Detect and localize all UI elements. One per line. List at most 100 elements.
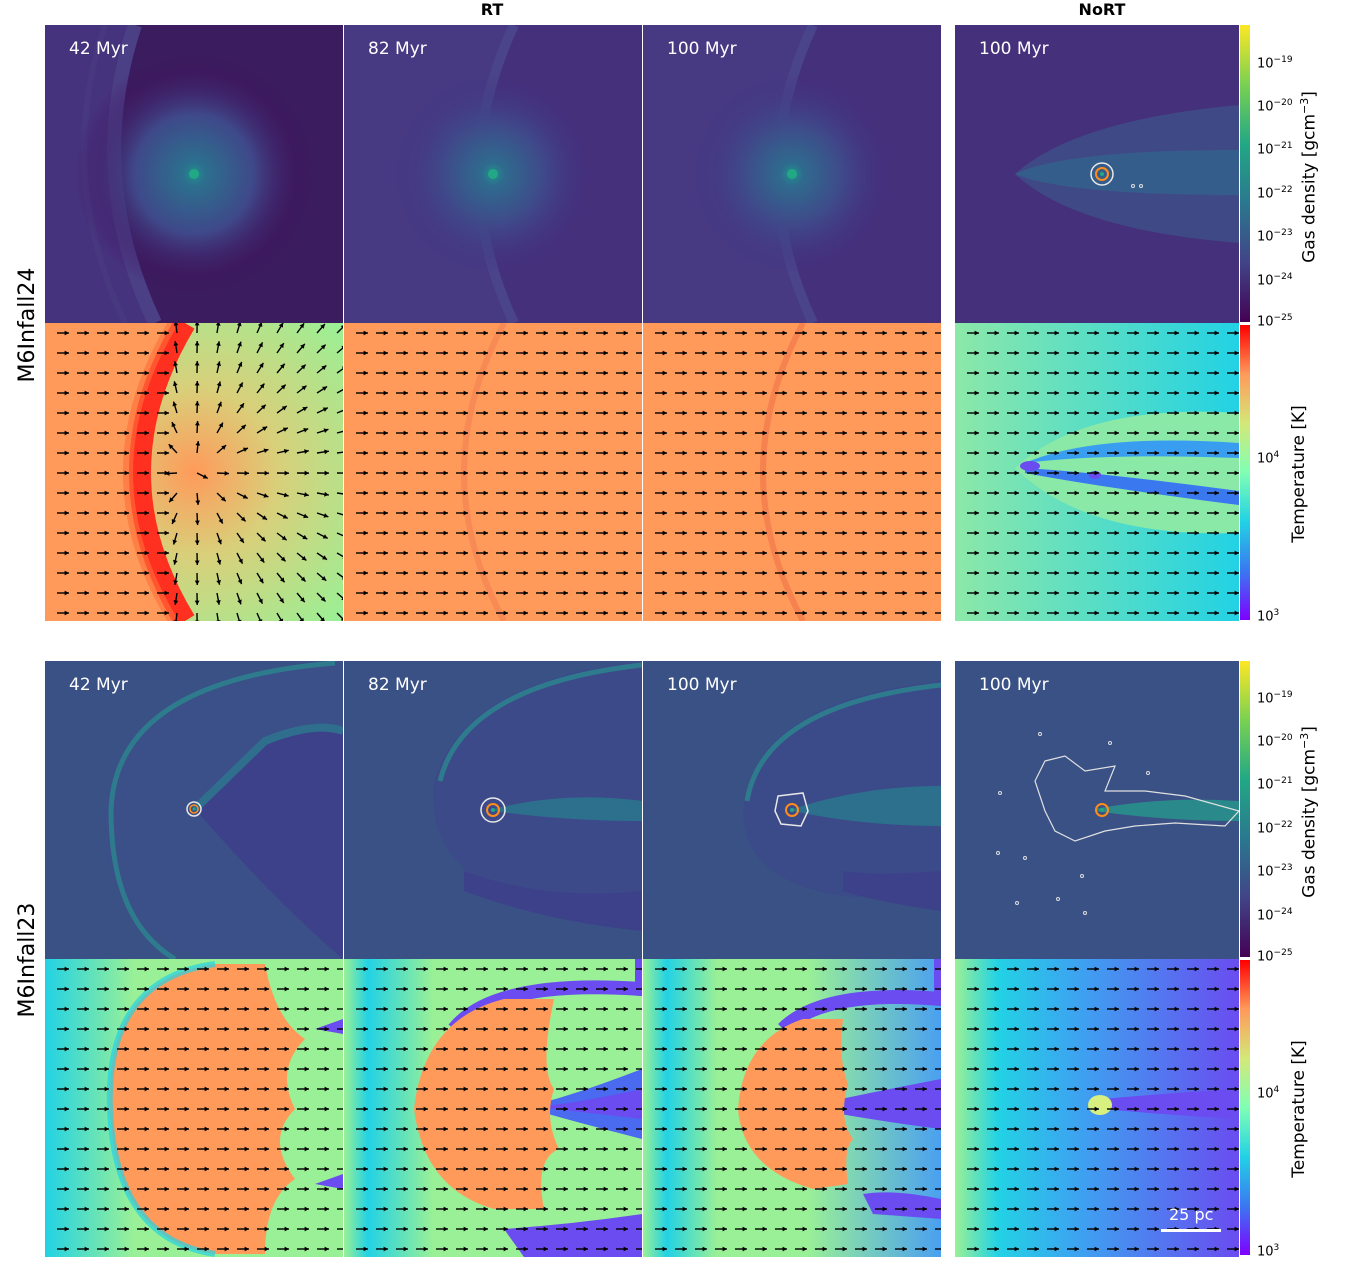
velocity-arrow-head	[722, 1226, 727, 1232]
velocity-arrow-head	[124, 966, 129, 972]
velocity-arrow-head	[682, 1186, 687, 1192]
velocity-arrow-head	[523, 1146, 528, 1152]
velocity-arrow-head	[423, 610, 428, 616]
velocity-arrow-head	[583, 450, 588, 456]
velocity-arrow-head	[503, 370, 508, 376]
time-label: 100 Myr	[667, 675, 737, 695]
velocity-arrow-head	[324, 966, 329, 972]
velocity-arrow-head	[204, 1226, 209, 1232]
velocity-arrow-head	[603, 986, 608, 992]
velocity-arrow-head	[341, 366, 343, 369]
velocity-arrow-head	[782, 1026, 787, 1032]
velocity-arrow-head	[623, 570, 628, 576]
velocity-arrow-head	[1234, 470, 1239, 476]
velocity-arrow-head	[662, 410, 667, 416]
velocity-arrow-head	[1114, 1126, 1119, 1132]
velocity-arrow-head	[1034, 530, 1039, 536]
velocity-arrow-head	[1114, 1066, 1119, 1072]
velocity-arrow-head	[1174, 390, 1179, 396]
velocity-arrow-head	[762, 530, 767, 536]
velocity-arrow-head	[144, 1006, 149, 1012]
velocity-arrow-head	[104, 430, 109, 436]
velocity-arrow-head	[623, 470, 628, 476]
velocity-arrow-head	[862, 1106, 867, 1112]
velocity-arrow-head	[1214, 986, 1219, 992]
velocity-arrow-head	[124, 1006, 129, 1012]
velocity-arrow-head	[1114, 390, 1119, 396]
velocity-arrow-head	[1114, 1166, 1119, 1172]
velocity-arrow-head	[1074, 410, 1079, 416]
velocity-arrow-head	[1014, 570, 1019, 576]
velocity-arrow-head	[443, 1246, 448, 1252]
velocity-arrow-head	[283, 492, 289, 498]
velocity-arrow-head	[1074, 510, 1079, 516]
velocity-arrow-head	[603, 570, 608, 576]
velocity-arrow-head	[172, 381, 178, 387]
velocity-arrow-head	[244, 1166, 249, 1172]
velocity-arrow-head	[238, 558, 243, 564]
density-colorbar-r2	[1240, 661, 1250, 957]
velocity-arrow-head	[882, 1226, 887, 1232]
velocity-arrow-head	[403, 1066, 408, 1072]
velocity-arrow-head	[1174, 1006, 1179, 1012]
velocity-arrow-head	[563, 986, 568, 992]
velocity-arrow-head	[1094, 1006, 1099, 1012]
velocity-arrow-head	[1134, 1146, 1139, 1152]
velocity-arrow-head	[902, 330, 907, 336]
velocity-arrow-head	[623, 1146, 628, 1152]
velocity-arrow-head	[64, 570, 69, 576]
velocity-arrow-head	[523, 370, 528, 376]
velocity-arrow-head	[1134, 550, 1139, 556]
velocity-arrow-head	[1214, 1006, 1219, 1012]
velocity-arrow-head	[281, 405, 287, 411]
velocity-arrow-head	[583, 1186, 588, 1192]
velocity-arrow-head	[239, 403, 244, 409]
velocity-arrow-head	[423, 370, 428, 376]
velocity-arrow-head	[463, 1246, 468, 1252]
velocity-arrow-head	[1074, 330, 1079, 336]
velocity-arrow-head	[443, 610, 448, 616]
velocity-arrow	[336, 592, 343, 600]
velocity-arrow-head	[164, 1126, 169, 1132]
velocity-arrow-head	[523, 410, 528, 416]
velocity-arrow-head	[1234, 610, 1239, 616]
velocity-arrow-head	[1154, 450, 1159, 456]
velocity-arrow-head	[722, 490, 727, 496]
velocity-arrow-head	[902, 1186, 907, 1192]
velocity-arrow-head	[204, 1166, 209, 1172]
velocity-arrow-head	[195, 500, 201, 505]
velocity-arrow-head	[64, 450, 69, 456]
velocity-arrow-head	[124, 1126, 129, 1132]
velocity-arrow-head	[702, 530, 707, 536]
velocity-arrow-head	[323, 513, 329, 518]
velocity-arrow-head	[423, 450, 428, 456]
velocity-arrow-head	[173, 361, 178, 366]
velocity-arrow-head	[324, 1186, 329, 1192]
velocity-arrow-head	[1174, 986, 1179, 992]
velocity-arrow-head	[682, 1246, 687, 1252]
velocity-arrow-head	[1074, 1166, 1079, 1172]
velocity-arrow-head	[742, 390, 747, 396]
velocity-arrow-head	[403, 1046, 408, 1052]
velocity-arrow-head	[802, 1066, 807, 1072]
velocity-arrow-head	[1194, 610, 1199, 616]
velocity-arrow-head	[762, 1026, 767, 1032]
velocity-arrow-head	[204, 1206, 209, 1212]
velocity-arrow-head	[1194, 1086, 1199, 1092]
velocity-arrow-head	[922, 350, 927, 356]
velocity-arrow-head	[483, 510, 488, 516]
velocity-arrow-head	[124, 1166, 129, 1172]
velocity-arrow-head	[623, 410, 628, 416]
velocity-arrow-head	[1154, 390, 1159, 396]
velocity-arrow-head	[1034, 470, 1039, 476]
velocity-arrow-head	[922, 1166, 927, 1172]
velocity-arrow-head	[164, 1006, 169, 1012]
velocity-arrow-head	[1014, 1126, 1019, 1132]
velocity-arrow-head	[1234, 590, 1239, 596]
velocity-arrow-head	[922, 370, 927, 376]
velocity-arrow-head	[782, 450, 787, 456]
velocity-arrow-head	[603, 530, 608, 536]
velocity-arrow-head	[1114, 570, 1119, 576]
velocity-arrow-head	[244, 1146, 249, 1152]
velocity-arrow-head	[662, 1166, 667, 1172]
